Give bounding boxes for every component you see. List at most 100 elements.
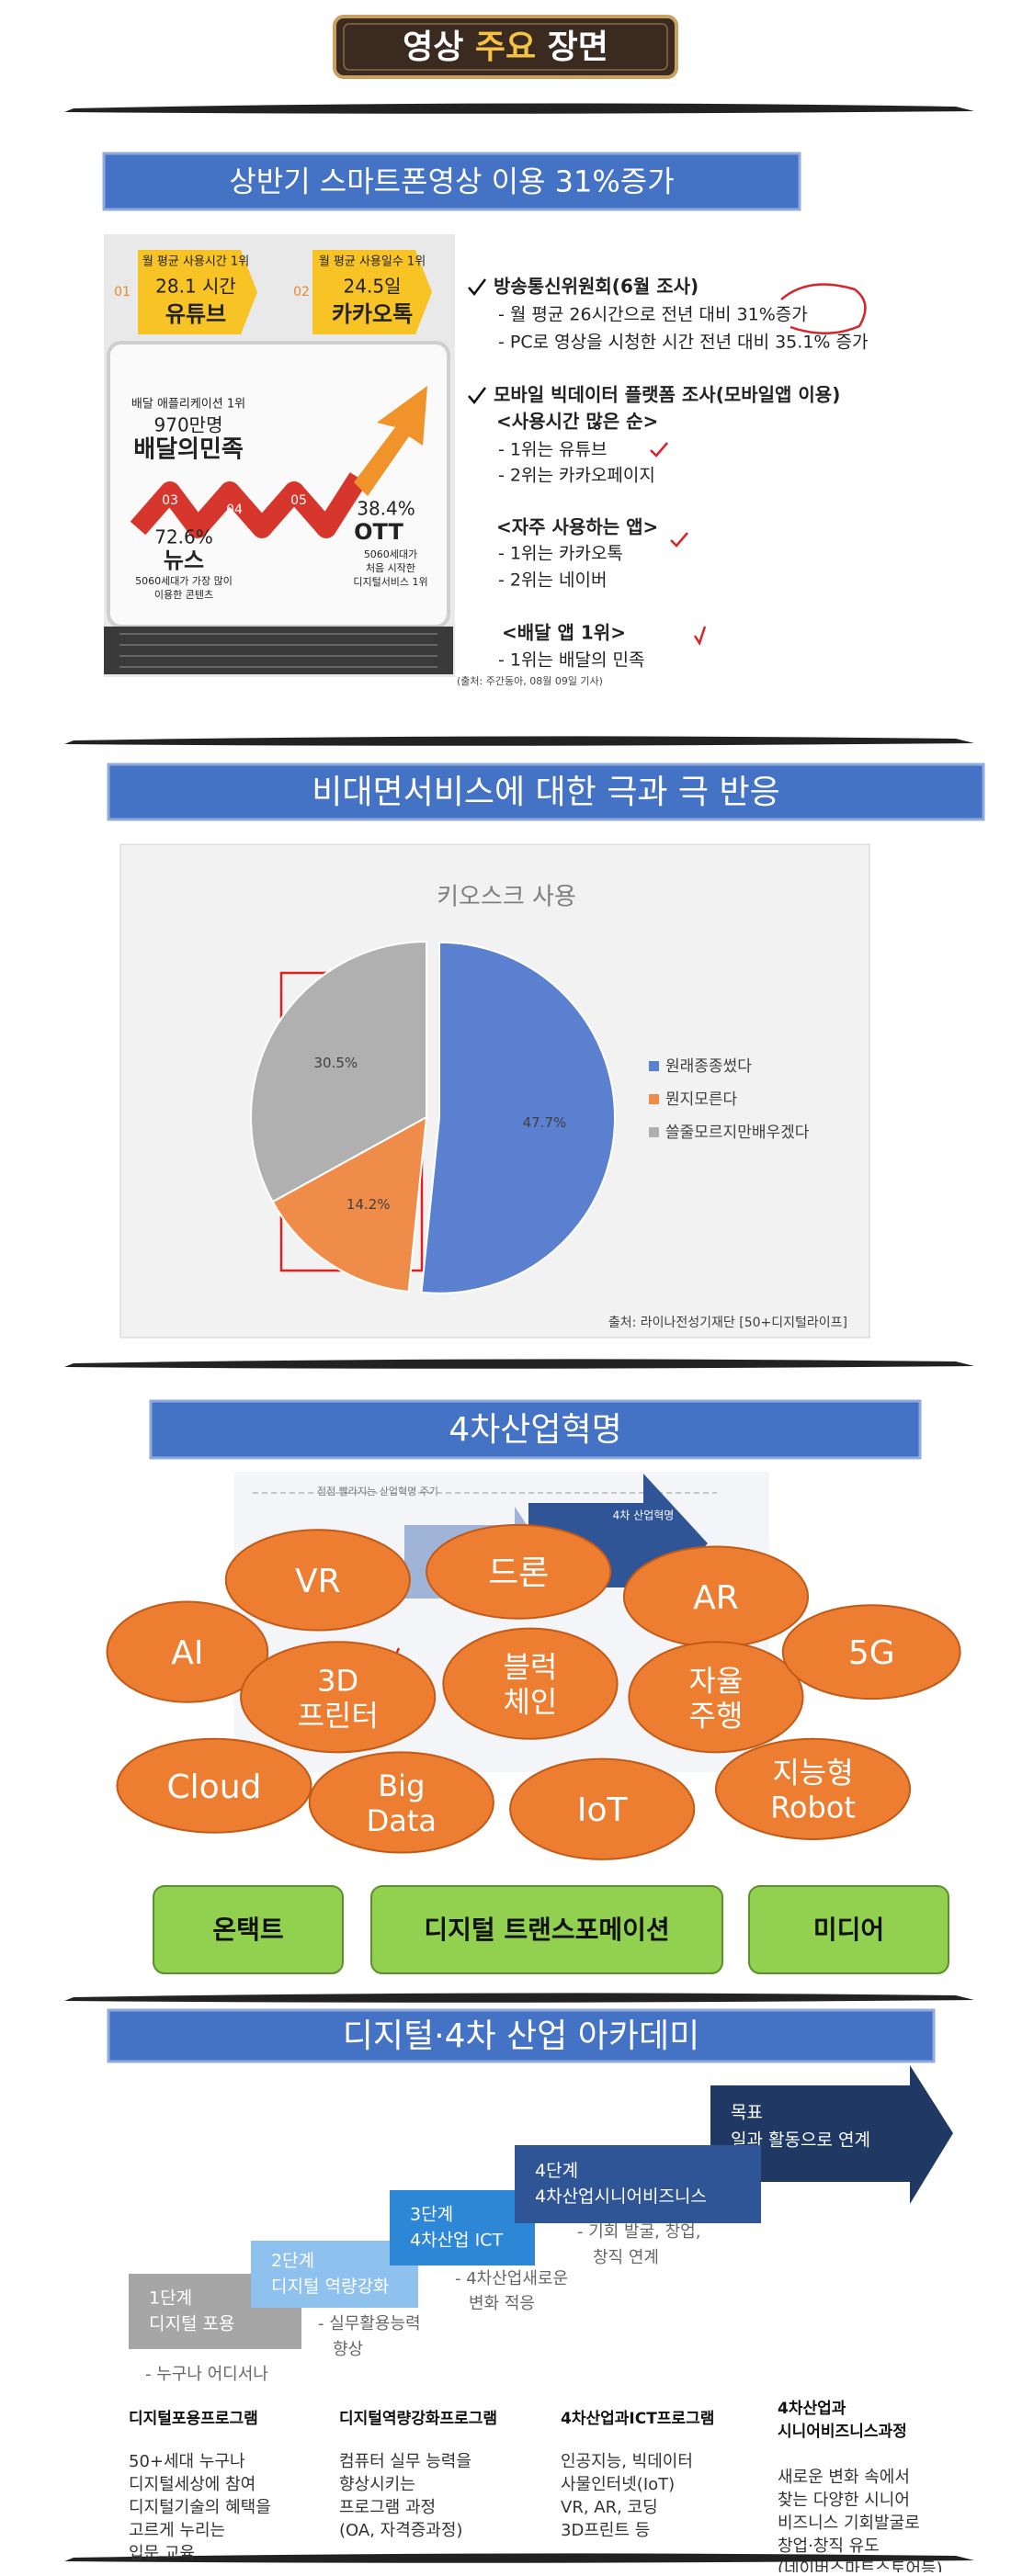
separator bbox=[64, 1993, 974, 2003]
tech-label: 체인 bbox=[503, 1685, 557, 1720]
keyword-label: 온택트 bbox=[212, 1915, 283, 1945]
info-caption: 디지털서비스 1위 bbox=[353, 576, 427, 588]
info-step: 03 bbox=[162, 493, 178, 508]
chart-source: 출처: 라이나전성기재단 [50+디지털라이프] bbox=[608, 1316, 847, 1330]
program-body: 3D프린트 등 bbox=[561, 2521, 650, 2540]
keyword-box bbox=[370, 1885, 723, 1974]
tech-label: AI bbox=[171, 1634, 203, 1672]
info-caption: 5060세대가 가장 많이 bbox=[135, 575, 233, 587]
step-note: 향상 bbox=[333, 2340, 363, 2359]
step-note: 창직 연계 bbox=[593, 2248, 659, 2267]
legend-swatch bbox=[649, 1094, 659, 1104]
tech-bubble bbox=[781, 1604, 961, 1700]
step-name: 4차산업시니어비즈니스 bbox=[535, 2186, 707, 2207]
note-subheading: <사용시간 많은 순> bbox=[496, 411, 658, 433]
step-name: 디지털 포용 bbox=[149, 2314, 234, 2334]
step-name: 디지털 역량강화 bbox=[271, 2277, 389, 2297]
note-line: - 1위는 유튜브 bbox=[498, 440, 607, 460]
tech-label: IoT bbox=[577, 1791, 629, 1829]
info-caption: 5060세대가 bbox=[364, 548, 417, 560]
check-mark bbox=[468, 387, 486, 404]
program-body: 인공지능, 빅데이터 bbox=[561, 2452, 693, 2471]
step-stage: 2단계 bbox=[271, 2251, 314, 2271]
tag-shape bbox=[312, 250, 432, 334]
legend-swatch bbox=[649, 1127, 659, 1137]
tech-label: 프린터 bbox=[297, 1698, 378, 1733]
keyword-label: 디지털 트랜스포메이션 bbox=[424, 1915, 669, 1945]
legend-label: 뭔지모른다 bbox=[665, 1090, 738, 1109]
banner-inner bbox=[343, 23, 668, 71]
banner-word: 장면 bbox=[548, 28, 608, 66]
info-caption: 이용한 콘텐츠 bbox=[154, 589, 213, 601]
tech-label: 지능형 bbox=[772, 1755, 853, 1790]
section-title: 디지털·4차 산업 아카데미 bbox=[343, 2017, 699, 2055]
program-body: 프로그램 과정 bbox=[339, 2498, 436, 2517]
step-note: - 기회 발굴, 창업, bbox=[577, 2222, 700, 2242]
legend-swatch bbox=[649, 1061, 659, 1071]
banner-word: 영상 bbox=[403, 28, 463, 66]
tech-bubble bbox=[224, 1529, 411, 1632]
tag-number: 01 bbox=[114, 285, 131, 299]
tech-label: Big bbox=[378, 1768, 425, 1803]
program-body: 향상시키는 bbox=[339, 2475, 415, 2494]
program-body: (네이버스마트스토어등) bbox=[778, 2559, 943, 2572]
program-body: VR, AR, 코딩 bbox=[561, 2498, 658, 2517]
separator bbox=[64, 103, 974, 114]
tech-label: 블럭 bbox=[503, 1650, 557, 1685]
separator bbox=[64, 2553, 974, 2563]
program-body: 비즈니스 기회발굴로 bbox=[778, 2514, 920, 2533]
tech-label: Cloud bbox=[167, 1768, 262, 1806]
step-stage: 3단계 bbox=[410, 2205, 453, 2225]
tech-bubble bbox=[442, 1627, 619, 1740]
step-note: - 누구나 어디서나 bbox=[145, 2365, 268, 2384]
keyword-box bbox=[153, 1885, 344, 1974]
step-box bbox=[515, 2145, 761, 2223]
pie-slice bbox=[271, 1115, 428, 1294]
tech-label: 드론 bbox=[488, 1554, 549, 1592]
info-name: 배달의민족 bbox=[133, 436, 244, 464]
note-subheading: <자주 사용하는 앱> bbox=[496, 516, 658, 538]
data-label: 47.7% bbox=[523, 1114, 567, 1131]
step-box bbox=[390, 2190, 535, 2265]
program-body: 디지털기술의 혜택을 bbox=[129, 2498, 271, 2517]
goal-arrow bbox=[710, 2065, 953, 2204]
step-name: 4차산업 ICT bbox=[410, 2231, 503, 2251]
zigzag-band bbox=[130, 472, 368, 538]
info-value: 72.6% bbox=[154, 526, 213, 548]
check-mark bbox=[468, 278, 486, 296]
tech-label: 자율 bbox=[689, 1663, 744, 1698]
tag-number: 02 bbox=[293, 285, 310, 299]
tech-bubble bbox=[240, 1641, 437, 1754]
tech-bubble bbox=[426, 1523, 612, 1620]
section-title: 상반기 스마트폰영상 이용 31%증가 bbox=[229, 164, 674, 199]
program-body: 디지털세상에 참여 bbox=[129, 2475, 256, 2494]
section-title-bar bbox=[102, 152, 801, 211]
note-line: - 월 평균 26시간으로 전년 대비 31%증가 bbox=[498, 305, 808, 325]
tech-label: 5G bbox=[848, 1634, 895, 1672]
program-body: 50+세대 누구나 bbox=[129, 2452, 245, 2471]
separator bbox=[64, 736, 974, 746]
step-stage: 4단계 bbox=[535, 2161, 578, 2181]
annotation-check bbox=[670, 532, 688, 548]
banner-title: 영상 주요 장면 bbox=[403, 28, 608, 66]
diagram-caption: 점점 빨라지는 산업혁명 주기 bbox=[317, 1486, 438, 1497]
keyboard-keys bbox=[119, 633, 437, 668]
program-title: 4차산업과ICT프로그램 bbox=[561, 2410, 714, 2428]
note-line: - 1위는 배달의 민족 bbox=[498, 650, 644, 671]
tech-bubble bbox=[106, 1600, 269, 1703]
section-title: 비대면서비스에 대한 극과 극 반응 bbox=[312, 774, 779, 811]
info-value: 38.4% bbox=[357, 498, 415, 520]
tech-label: Robot bbox=[770, 1790, 856, 1825]
tech-label: Data bbox=[367, 1803, 437, 1838]
tech-bubble bbox=[714, 1737, 912, 1841]
tag-shape bbox=[138, 250, 257, 334]
program-body: 입문 교육 bbox=[129, 2544, 195, 2563]
tag-value: 28.1 시간 bbox=[155, 276, 236, 298]
step-name: 일과 활동으로 연계 bbox=[731, 2130, 870, 2151]
growth-arrow bbox=[354, 386, 427, 496]
program-body: 새로운 변화 속에서 bbox=[778, 2468, 910, 2487]
section-title: 4차산업혁명 bbox=[449, 1411, 622, 1449]
legend-label: 원래종종썼다 bbox=[665, 1057, 752, 1076]
